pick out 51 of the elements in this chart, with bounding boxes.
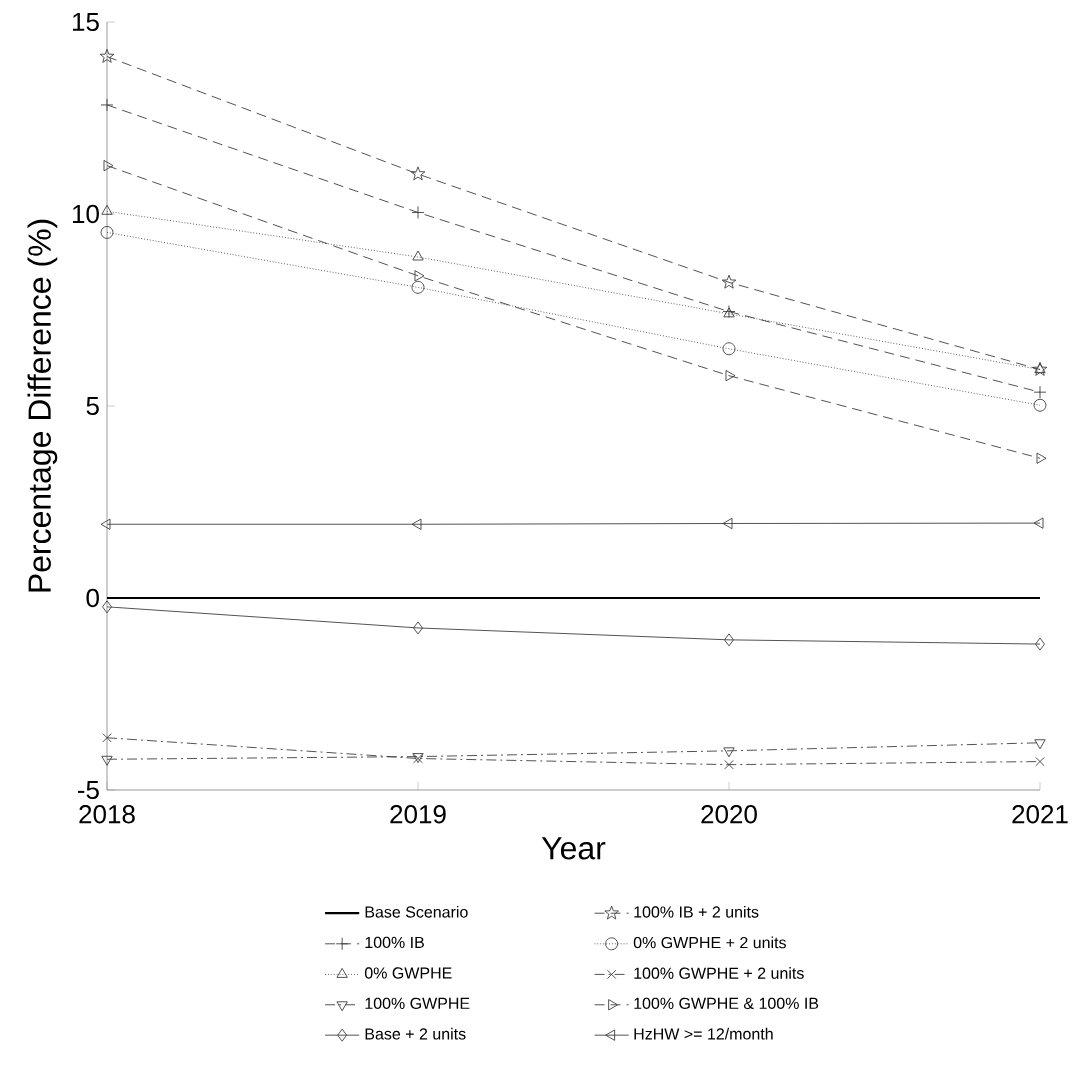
point (411, 518, 422, 530)
point (724, 633, 734, 647)
y-tick-label: 15 (72, 12, 99, 32)
point (725, 370, 736, 382)
legend-label: 0% GWPHE + 2 units (633, 936, 786, 949)
point (411, 206, 425, 219)
x-tick-label: 2018 (79, 805, 135, 824)
point (100, 518, 111, 530)
point (723, 747, 735, 758)
legend-label: 100% GWPHE & 100% IB (634, 997, 819, 1010)
legend-label: 100% IB (365, 936, 424, 949)
point (410, 166, 426, 181)
point (101, 755, 113, 766)
legend-label: HzHW >= 12/month (634, 1027, 773, 1040)
point (1035, 637, 1045, 651)
point (101, 204, 113, 215)
legend-label: 0% GWPHE (364, 967, 452, 979)
x-tick-label: 2020 (701, 805, 757, 824)
point (1033, 517, 1044, 529)
point (100, 98, 114, 112)
point (1036, 452, 1047, 464)
point (103, 159, 114, 172)
legend-label: 100% GWPHE (365, 997, 470, 1010)
point (102, 733, 112, 743)
y-tick-label: 10 (72, 204, 99, 224)
legend-label: Base + 2 units (365, 1027, 466, 1040)
point (1033, 385, 1047, 399)
point (1034, 739, 1046, 750)
y-axis-title: Percentage Difference (%) (27, 219, 58, 592)
x-axis-title: Year (541, 837, 606, 860)
point (1033, 398, 1047, 412)
x-tick-label: 2019 (390, 805, 446, 824)
legend-label: Base Scenario (365, 905, 468, 918)
point (412, 250, 424, 261)
point (414, 270, 425, 282)
y-tick-label: 0 (86, 588, 99, 608)
point (1035, 756, 1045, 767)
point (724, 759, 734, 770)
point (721, 274, 737, 289)
point (100, 225, 114, 239)
point (413, 621, 423, 635)
point (722, 342, 736, 356)
point (102, 600, 112, 614)
x-tick-label: 2021 (1012, 805, 1068, 824)
legend-label: 100% IB + 2 units (634, 905, 759, 918)
y-tick-label: 5 (86, 396, 99, 416)
legend-label: 100% GWPHE + 2 units (634, 967, 804, 979)
point (722, 517, 733, 530)
point (99, 48, 115, 63)
y-tick-label: -5 (77, 780, 99, 800)
point (411, 280, 425, 294)
